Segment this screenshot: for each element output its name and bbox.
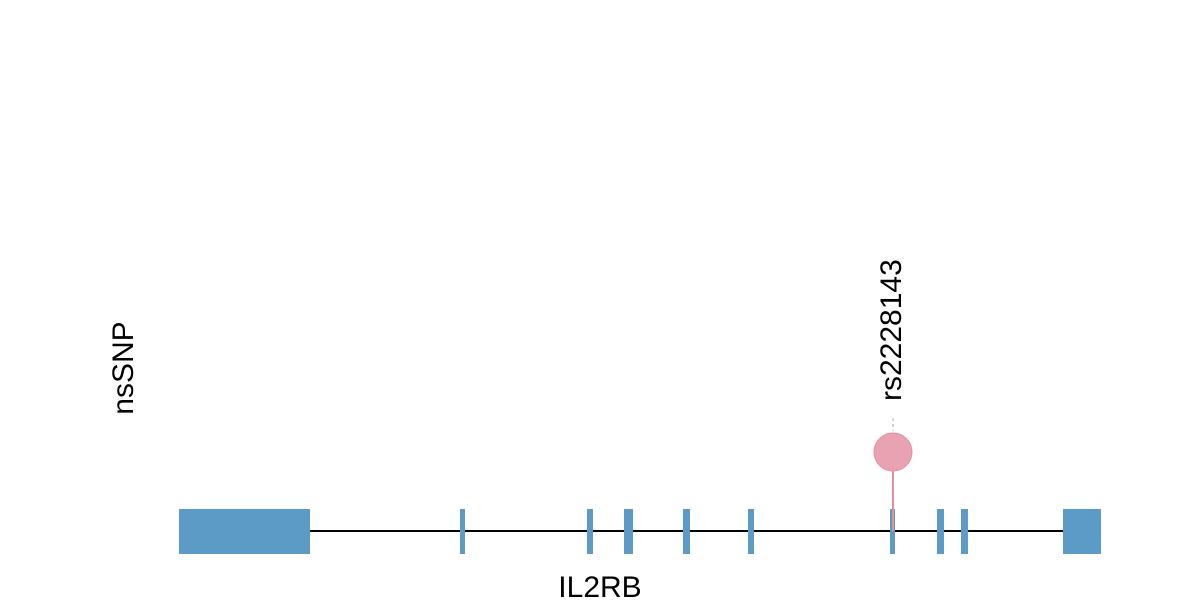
exon-block [624, 509, 633, 554]
snp-track: rs2228143 [873, 259, 913, 531]
snp-marker[interactable]: rs2228143 [873, 259, 913, 531]
exon-block [890, 509, 895, 554]
exon-block [937, 509, 944, 554]
gene-name-label: IL2RB [558, 571, 641, 600]
track-label: nsSNP [107, 321, 140, 414]
exon-block [748, 509, 754, 554]
snp-label: rs2228143 [875, 259, 908, 401]
snp-head[interactable] [873, 432, 913, 472]
exon-block [460, 509, 465, 554]
exon-block [1063, 509, 1101, 554]
exon-track [179, 509, 1101, 554]
exon-block [683, 509, 690, 554]
exon-block [179, 509, 310, 554]
exon-block [961, 509, 968, 554]
exon-block [587, 509, 593, 554]
